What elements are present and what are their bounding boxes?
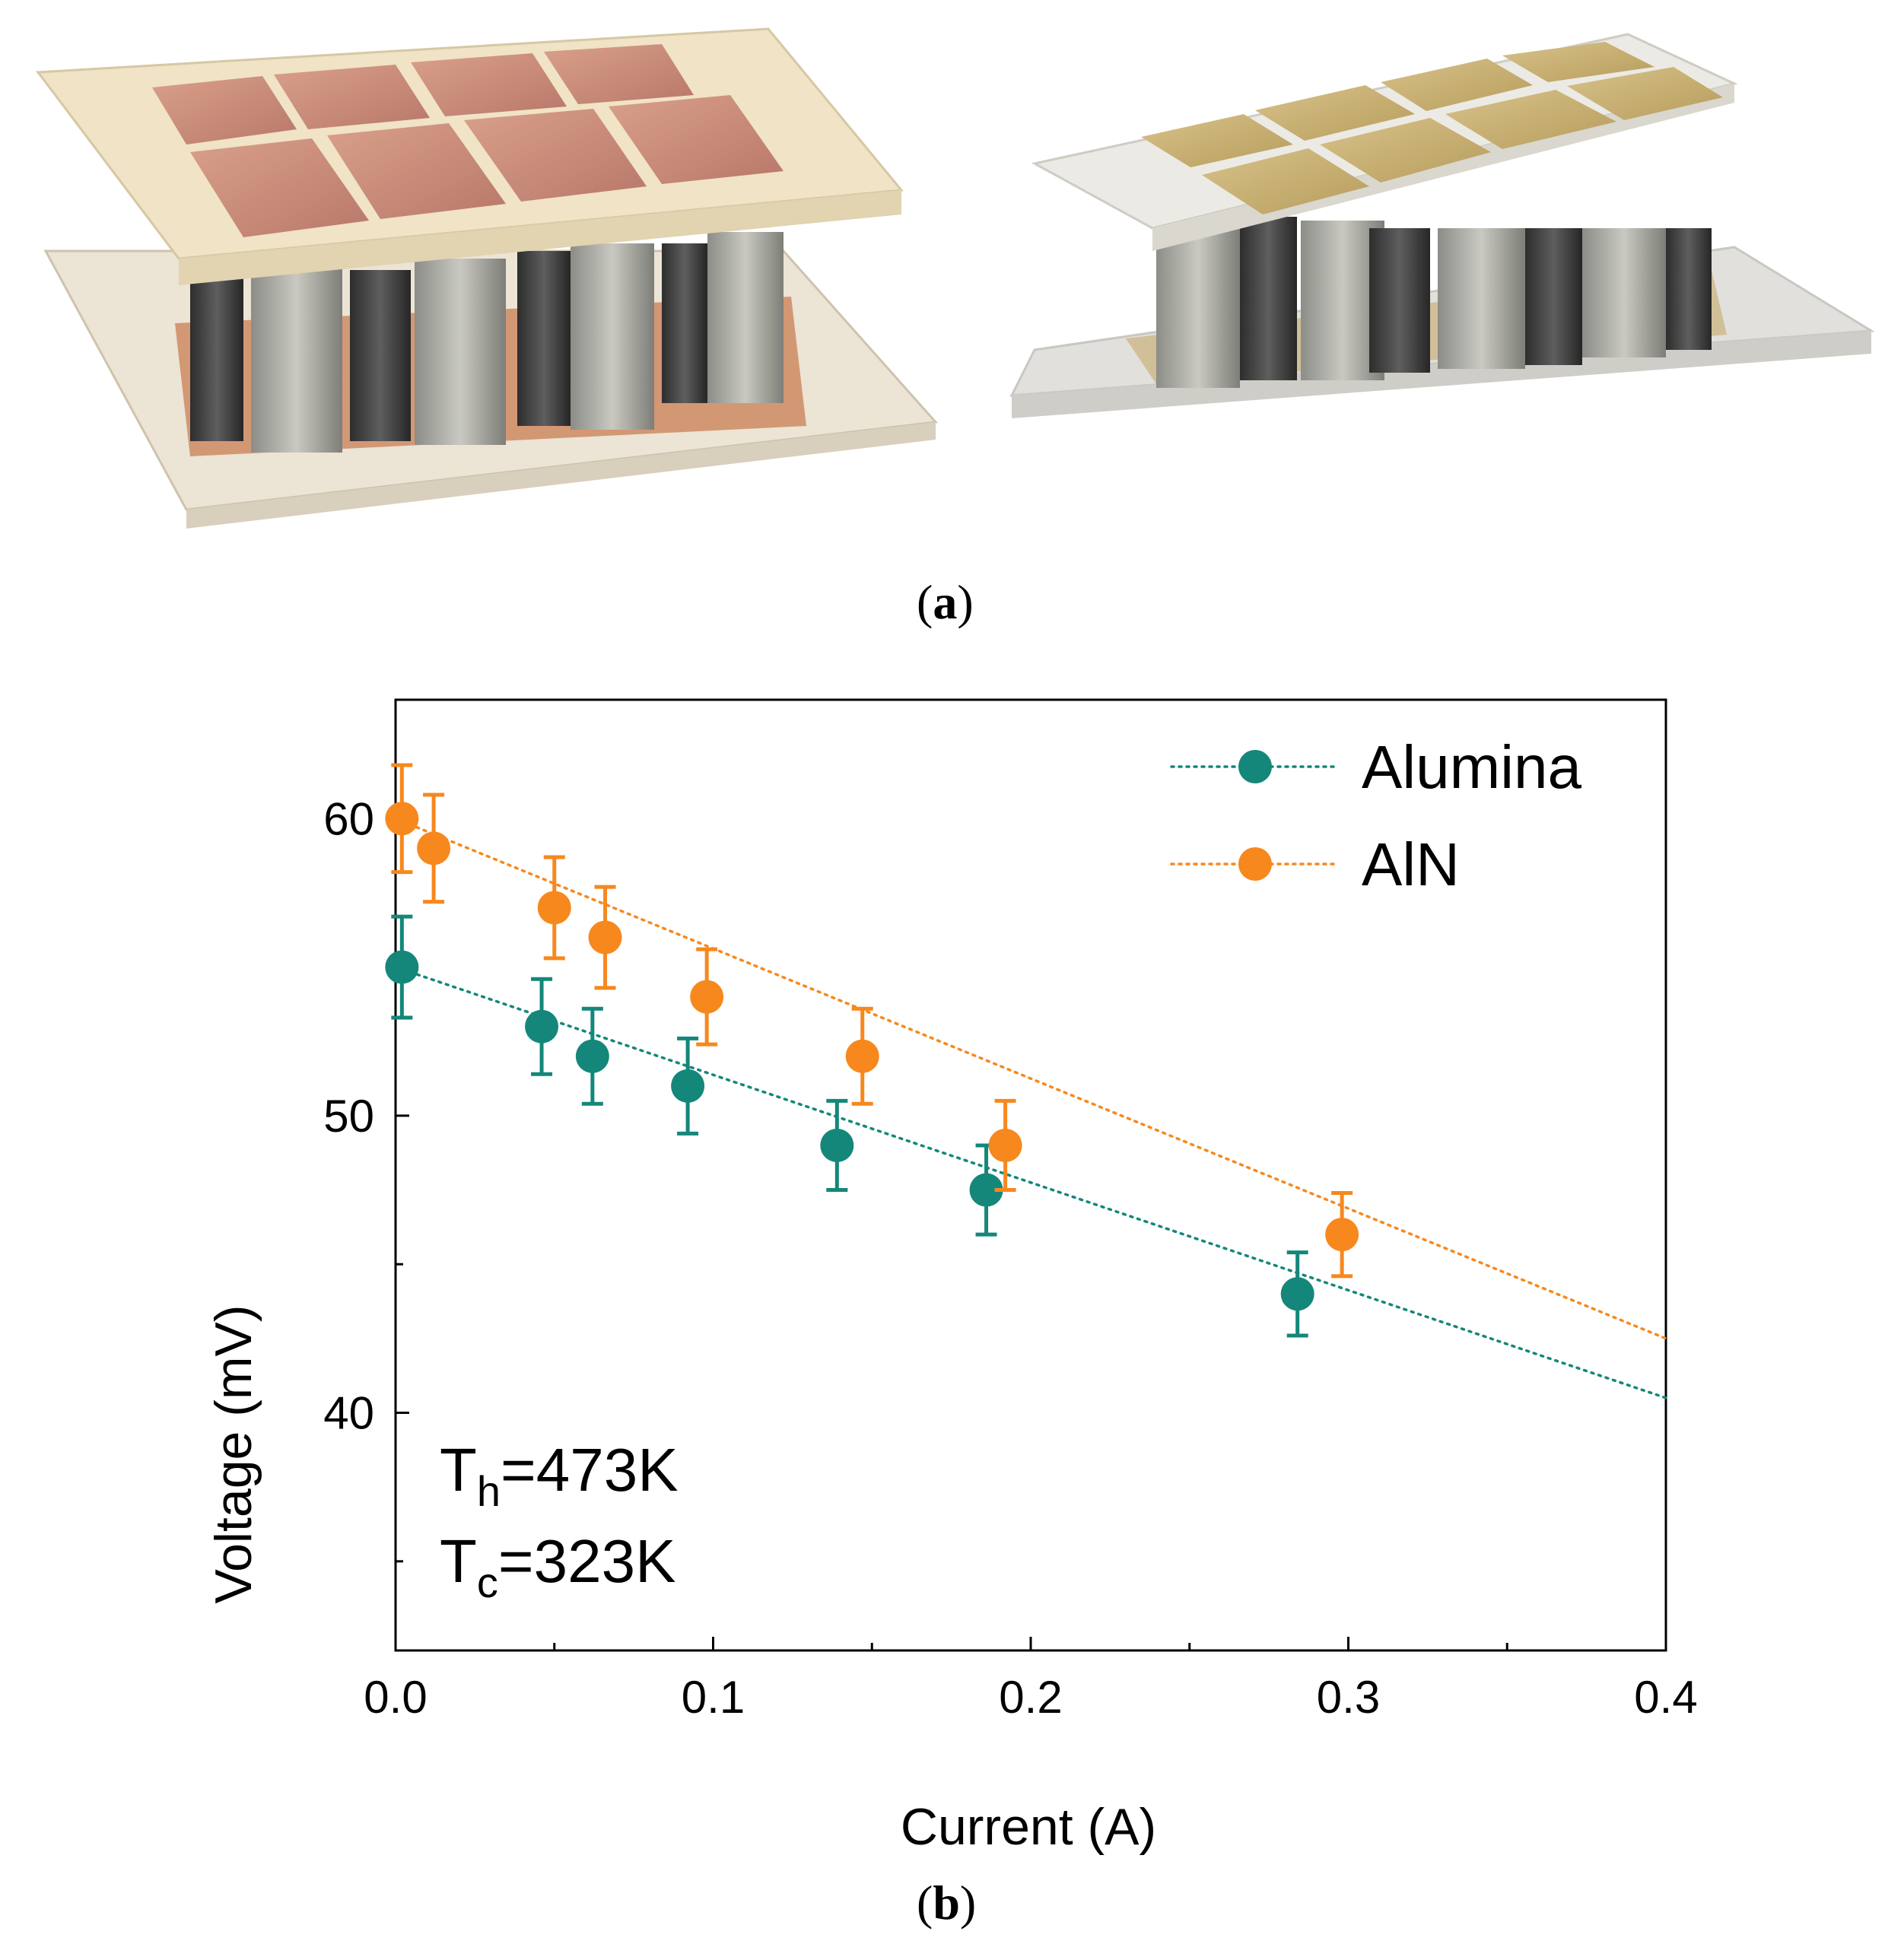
- alumina-series: [385, 914, 1667, 1399]
- alumina-module-legs: [190, 232, 784, 453]
- alumina-data-point: [1280, 1277, 1314, 1311]
- aln-data-point: [537, 891, 571, 925]
- aln-data-point: [588, 920, 622, 955]
- panel-a-letter: a: [933, 575, 958, 629]
- legend-alumina-label: Alumina: [1362, 733, 1582, 801]
- aln-data-point: [1325, 1218, 1359, 1252]
- copper-pads: [152, 44, 784, 237]
- x-tick-label: 0.2: [999, 1672, 1062, 1723]
- x-tick-label: 0.1: [682, 1672, 745, 1723]
- alumina-data-point: [820, 1128, 854, 1162]
- voltage-current-chart: 0.0 0.1 0.2 0.3 0.4 40 50 60 Alumina AlN Th=473K Tc…: [205, 698, 1698, 1856]
- alumina-data-point: [671, 1069, 705, 1103]
- y-tick-label: 60: [323, 793, 374, 844]
- y-tick-label: 40: [323, 1388, 374, 1439]
- panel-b-letter: b: [933, 1876, 960, 1930]
- plot-frame: [394, 698, 1667, 1652]
- alumina-trend-line: [394, 965, 1667, 1399]
- aln-data-point: [845, 1039, 879, 1073]
- legend-alumina-marker: [1238, 750, 1272, 783]
- panel-a-label: (a): [917, 575, 974, 629]
- x-tick-label: 0.3: [1317, 1672, 1380, 1723]
- aln-data-point: [385, 802, 419, 836]
- aln-trend-line: [394, 817, 1667, 1340]
- panel-b-label: (b): [917, 1876, 977, 1930]
- alumina-module: [36, 27, 939, 529]
- gold-pads: [1141, 42, 1723, 214]
- aln-data-point: [690, 980, 724, 1014]
- legend-aln-marker: [1238, 847, 1272, 881]
- x-axis-label: Current (A): [901, 1798, 1156, 1856]
- y-tick-label: 50: [323, 1091, 374, 1142]
- x-tick-label: 0.0: [364, 1672, 427, 1723]
- aln-module: [1009, 33, 1875, 418]
- temperature-annotation: Th=473K: [440, 1436, 679, 1515]
- y-axis-label: Voltage (mV): [205, 1304, 262, 1603]
- alumina-data-point: [525, 1009, 559, 1044]
- alumina-data-point: [969, 1173, 1003, 1207]
- aln-data-point: [417, 831, 451, 866]
- legend-aln-label: AlN: [1362, 831, 1460, 898]
- alumina-data-point: [575, 1039, 609, 1073]
- x-tick-label: 0.4: [1634, 1672, 1697, 1723]
- module-photo: [36, 27, 1875, 529]
- aln-data-point: [988, 1128, 1022, 1162]
- temperature-annotation: Tc=323K: [440, 1527, 675, 1606]
- aln-series: [385, 763, 1667, 1340]
- alumina-data-point: [385, 950, 419, 984]
